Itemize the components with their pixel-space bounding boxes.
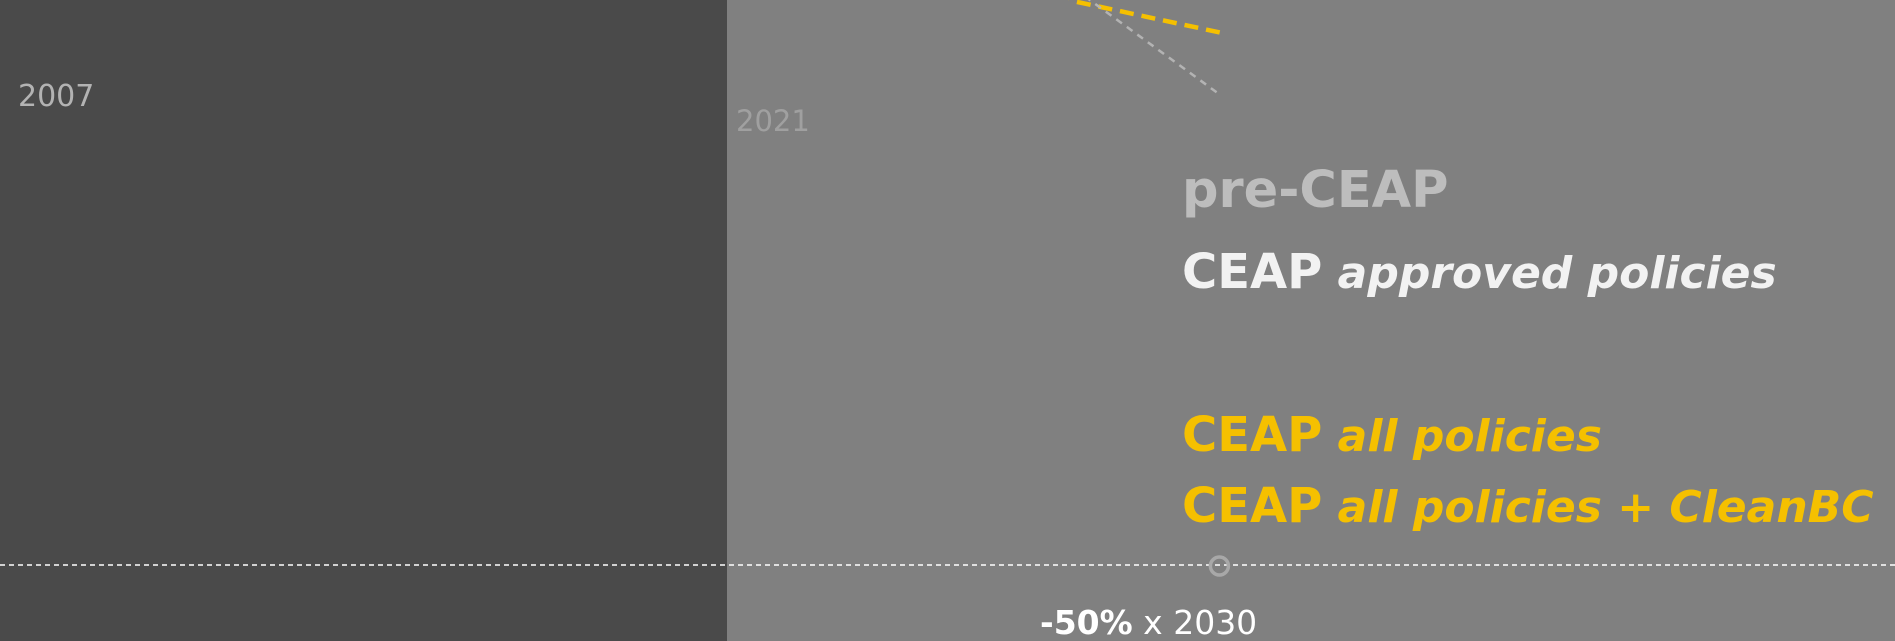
target-percent: -50% xyxy=(1040,603,1133,641)
series-label-main: pre-CEAP xyxy=(1182,161,1449,220)
projection-period-background xyxy=(727,0,1895,641)
series-label-pre-ceap: pre-CEAP xyxy=(1182,161,1449,220)
target-marker xyxy=(1208,555,1231,577)
series-label-ceap-all: CEAP all policies xyxy=(1182,407,1602,463)
series-label-main: CEAP xyxy=(1182,407,1322,463)
projection-start-year-label: 2021 xyxy=(736,104,810,138)
series-label-sub: all policies + CleanBC xyxy=(1322,482,1873,533)
series-label-ceap-all-cleanbc: CEAP all policies + CleanBC xyxy=(1182,478,1873,534)
target-year: x 2030 xyxy=(1133,603,1258,641)
series-label-main: CEAP xyxy=(1182,244,1322,300)
start-year-label: 2007 xyxy=(18,79,94,114)
series-label-ceap-approved: CEAP approved policies xyxy=(1182,244,1777,300)
target-label: -50% x 2030 xyxy=(1040,603,1257,641)
series-label-sub: all policies xyxy=(1322,411,1602,462)
series-label-main: CEAP xyxy=(1182,478,1322,534)
series-label-sub: approved policies xyxy=(1322,248,1776,299)
